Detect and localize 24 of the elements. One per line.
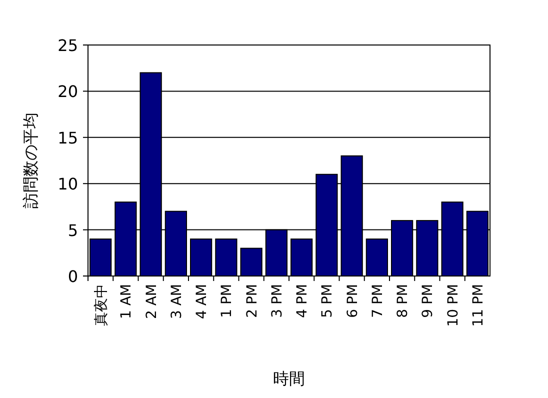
x-tick-label: 2 AM [144,284,160,320]
y-tick-label: 20 [58,82,78,102]
x-tick-label: 6 PM [344,284,361,318]
y-tick-label: 0 [68,267,78,286]
x-tick-label: 7 PM [370,284,386,318]
x-tick-label: 1 AM [118,284,135,320]
x-tick-label: 真夜中 [94,284,110,326]
x-tick-label: 3 PM [269,284,286,318]
x-tick-label: 4 PM [294,284,311,318]
x-axis-title: 時間 [273,369,305,388]
y-tick-label: 5 [68,220,78,240]
x-tick-label: 2 PM [244,284,260,318]
y-tick-label: 15 [58,128,78,148]
y-tick-label: 25 [58,36,78,55]
x-tick-label: 9 PM [420,284,436,318]
y-tick-label: 10 [58,174,78,194]
x-tick-label: 3 AM [168,284,185,320]
x-tick-label: 11 PM [470,284,486,327]
x-tick-label: 8 PM [395,284,412,318]
x-tick-label: 4 AM [194,284,210,320]
y-axis-title: 訪問数の平均 [21,112,40,208]
x-tick-label: 10 PM [445,284,462,327]
x-tick-label: 5 PM [320,284,336,318]
x-tick-label: 1 PM [219,284,236,318]
